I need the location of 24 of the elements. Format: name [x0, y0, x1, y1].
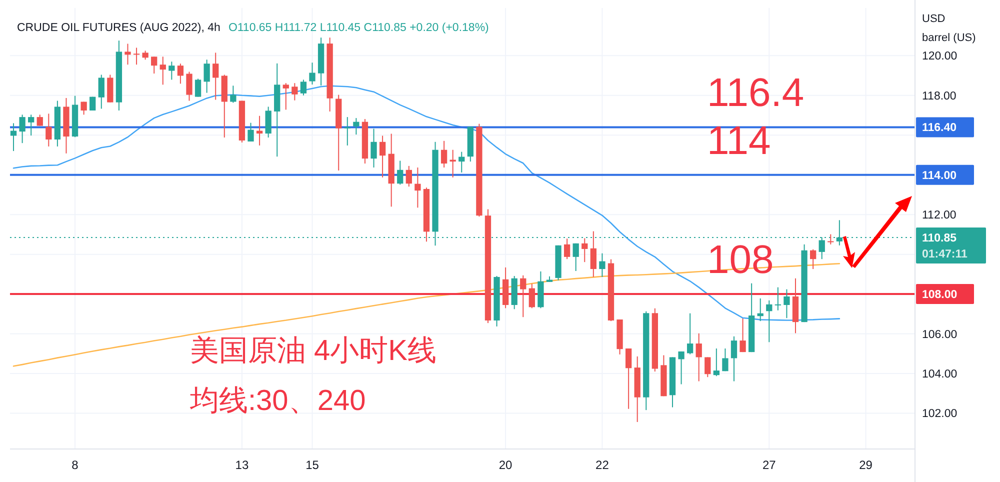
x-tick-label: 8 — [72, 458, 79, 472]
annotation: 116.4 — [707, 71, 804, 116]
annotation: 114 — [707, 118, 771, 163]
x-tick-label: 13 — [235, 458, 249, 472]
y-tick-label: 106.00 — [922, 328, 958, 341]
ref-line-label: 108.00 — [922, 289, 958, 302]
x-tick-label: 15 — [306, 458, 320, 472]
x-tick-label: 27 — [762, 458, 776, 472]
ref-line-label: 114.00 — [922, 170, 957, 182]
annotation: 美国原油 4小时K线 — [190, 335, 437, 367]
ref-line-label: 116.40 — [922, 122, 957, 134]
annotation: 均线:30、240 — [189, 385, 366, 417]
y-tick-label: 102.00 — [922, 408, 958, 420]
x-tick-label: 22 — [596, 458, 610, 472]
text: O110.65 H111.72 L110.45 C110.85 +0.20 (+0.18%) — [228, 22, 490, 34]
x-tick-label: 29 — [859, 458, 873, 472]
y-axis-title: USD barrel (US) — [922, 13, 976, 44]
y-tick-label: 112.00 — [922, 210, 956, 222]
y-tick-label: 120.00 — [922, 50, 958, 63]
y-tick-label: 104.00 — [922, 368, 958, 381]
x-tick-label: 20 — [498, 458, 513, 472]
ref-line-label: 110.85 01:47:11 — [922, 232, 968, 260]
y-tick-label: 118.00 — [922, 90, 956, 102]
text: CRUDE OIL FUTURES (AUG 2022), 4h — [17, 22, 220, 34]
